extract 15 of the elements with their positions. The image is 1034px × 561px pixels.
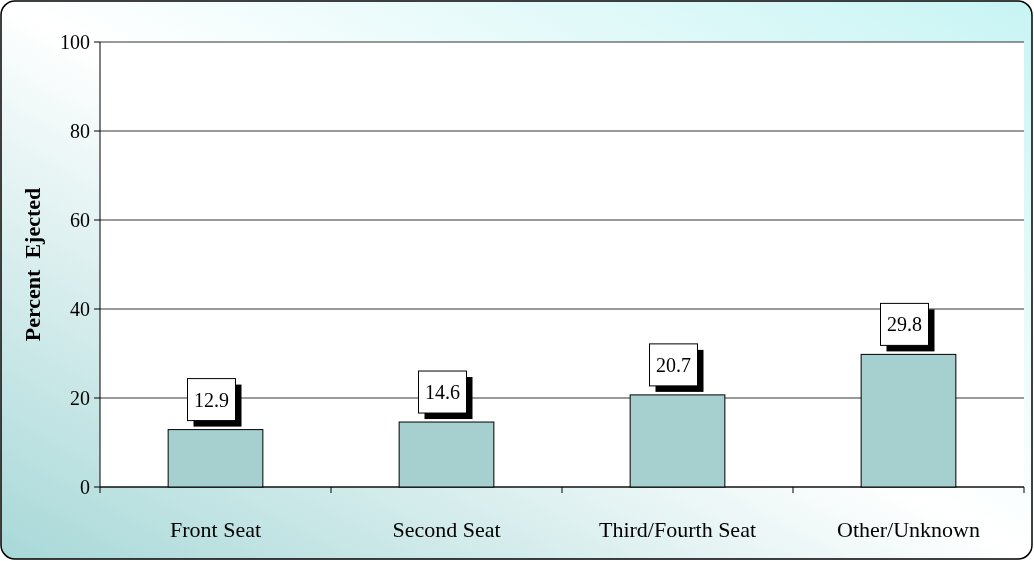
data-label: 14.6 [425, 381, 460, 404]
x-tick-label: Front Seat [169, 517, 262, 542]
y-tick-label: 40 [70, 298, 90, 320]
x-tick-label: Third/Fourth Seat [598, 517, 757, 542]
y-axis-title: Percent Ejected [20, 187, 45, 342]
y-tick-label: 60 [70, 209, 90, 231]
x-tick-label: Second Seat [392, 517, 501, 542]
data-label: 12.9 [194, 388, 229, 411]
data-label: 20.7 [656, 353, 691, 376]
y-tick-label: 20 [70, 387, 90, 409]
y-tick-label: 100 [60, 31, 90, 53]
y-tick-label: 80 [70, 120, 90, 142]
y-tick-label: 0 [80, 476, 90, 498]
data-label: 29.8 [887, 313, 922, 336]
x-tick-label: Other/Unknown [837, 517, 980, 542]
